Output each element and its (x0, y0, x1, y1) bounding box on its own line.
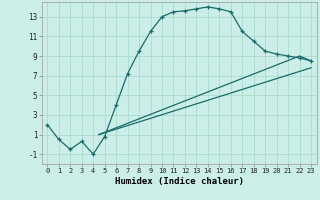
X-axis label: Humidex (Indice chaleur): Humidex (Indice chaleur) (115, 177, 244, 186)
